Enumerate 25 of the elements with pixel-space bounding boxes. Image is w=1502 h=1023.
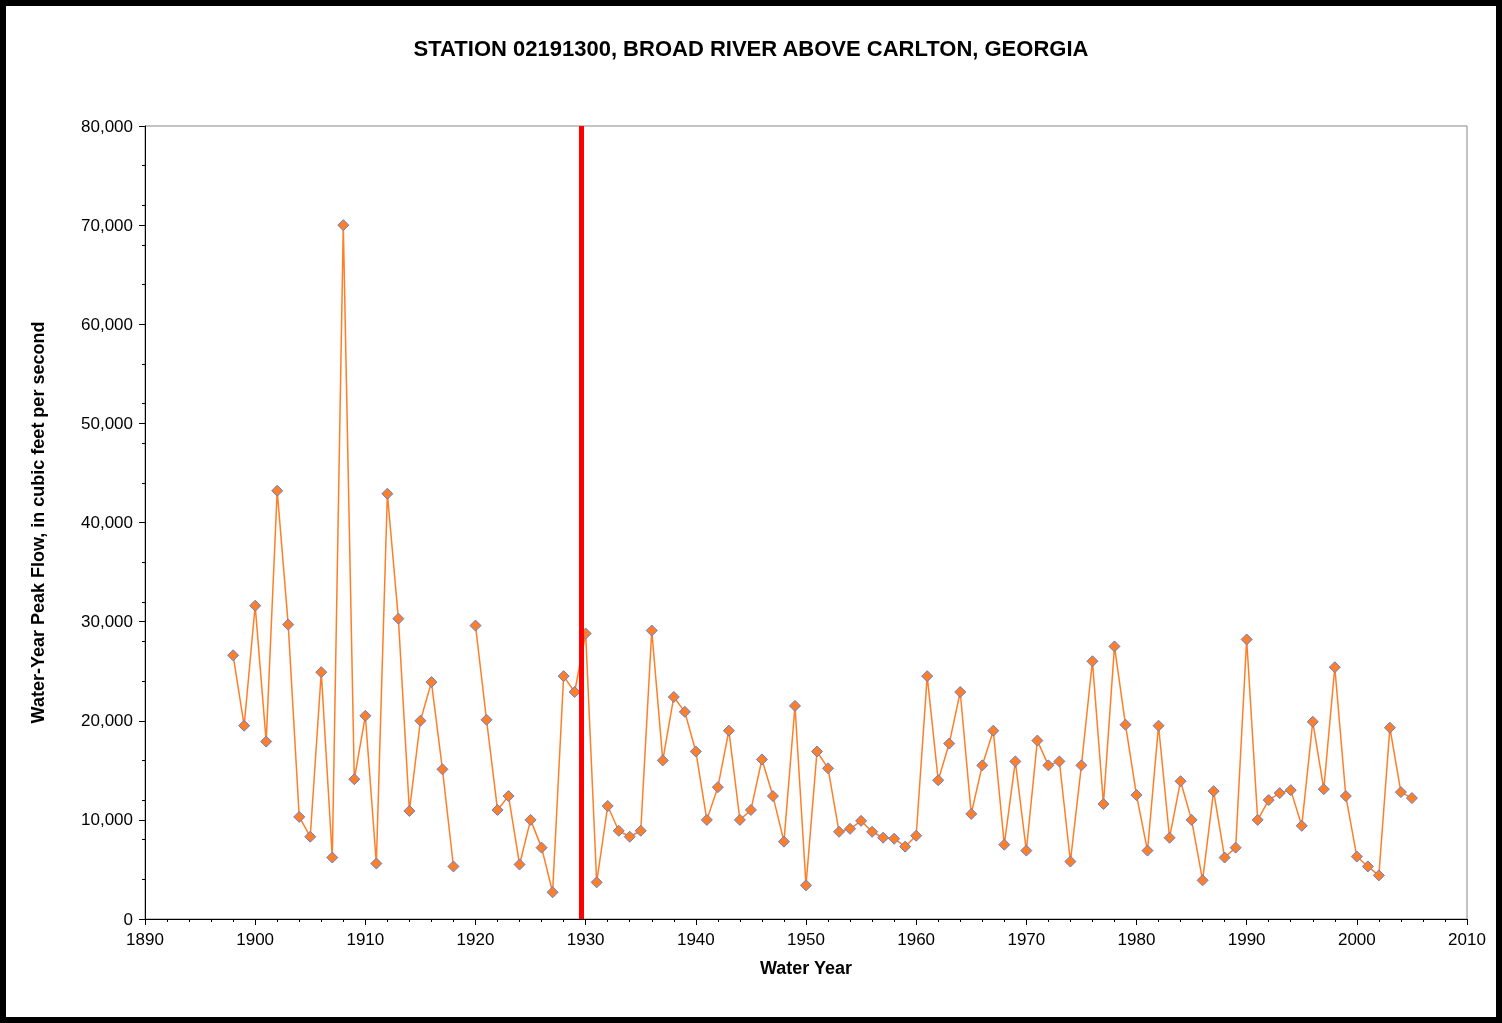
x-tick-label: 1910 <box>346 930 385 949</box>
y-tick-label: 70,000 <box>81 215 133 235</box>
y-tick-label: 10,000 <box>81 810 133 830</box>
y-tick-label: 80,000 <box>81 116 133 136</box>
x-tick-label: 1920 <box>456 930 495 949</box>
x-tick-label: 1930 <box>566 930 605 949</box>
y-tick-label: 60,000 <box>81 314 133 334</box>
x-tick-label: 1900 <box>236 930 275 949</box>
x-tick-label: 1950 <box>787 930 825 949</box>
y-tick-label: 30,000 <box>81 612 133 632</box>
y-tick-label: 20,000 <box>81 711 133 731</box>
x-axis-title: Water Year <box>759 958 853 978</box>
y-tick-label: 40,000 <box>81 513 133 532</box>
x-tick-label: 1970 <box>1007 930 1046 949</box>
y-tick-label: 50,000 <box>81 413 133 433</box>
x-tick-label: 1980 <box>1117 930 1156 949</box>
x-tick-label: 2010 <box>1448 930 1486 949</box>
y-axis-title: Water-Year Peak Flow, in cubic feet per second <box>28 321 48 724</box>
chart-title: STATION 02191300, BROAD RIVER ABOVE CARLTON, GEORGIA <box>413 35 1089 61</box>
x-tick-label: 1960 <box>897 930 936 949</box>
x-tick-label: 1890 <box>126 930 164 949</box>
x-tick-label: 2000 <box>1337 930 1376 949</box>
x-tick-label: 1990 <box>1227 930 1266 949</box>
x-tick-label: 1940 <box>676 930 715 949</box>
y-tick-label: 0 <box>123 909 133 929</box>
